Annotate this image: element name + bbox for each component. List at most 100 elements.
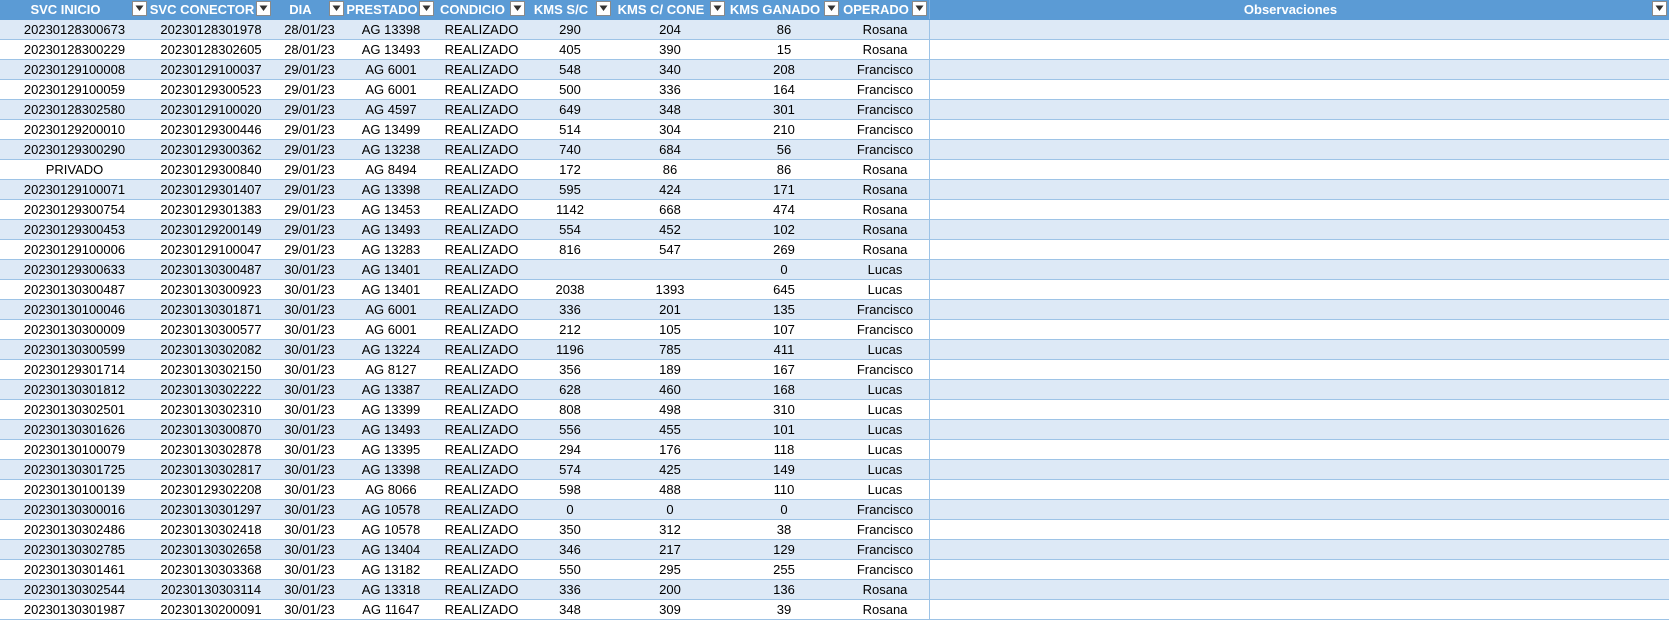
cell-kms-cc[interactable]: 547 (659, 242, 681, 257)
cell-operador[interactable]: Lucas (867, 282, 903, 297)
table-row[interactable]: 20230130300487 20230130300923 30/01/23 AG 1… (0, 280, 1669, 300)
filter-dropdown-icon[interactable] (256, 1, 271, 16)
cell-prestado[interactable]: AG 10578 (361, 522, 421, 537)
cell-dia[interactable]: 30/01/23 (284, 562, 335, 577)
cell-kms-cc[interactable]: 668 (659, 202, 681, 217)
cell-kms-ganado[interactable]: 149 (773, 462, 795, 477)
cell-svc-inicio[interactable]: 20230129100006 (23, 242, 126, 257)
cell-dia[interactable]: 29/01/23 (284, 122, 335, 137)
cell-condicion[interactable]: REALIZADO (444, 182, 519, 197)
cell-svc-inicio[interactable]: 20230128300229 (23, 42, 126, 57)
cell-svc-inicio[interactable]: 20230129100008 (23, 62, 126, 77)
cell-observaciones[interactable] (929, 100, 1669, 119)
cell-prestado[interactable]: AG 13182 (361, 562, 421, 577)
cell-observaciones[interactable] (929, 60, 1669, 79)
cell-svc-inicio[interactable]: 20230129300453 (23, 222, 126, 237)
cell-kms-cc[interactable]: 176 (659, 442, 681, 457)
cell-kms-cc[interactable]: 460 (659, 382, 681, 397)
column-header-condicion[interactable]: CONDICIO (436, 0, 527, 19)
cell-svc-conector[interactable]: 20230130302418 (160, 522, 262, 537)
cell-svc-conector[interactable]: 20230129302208 (160, 482, 262, 497)
cell-kms-sc[interactable]: 348 (559, 602, 581, 617)
cell-kms-sc[interactable]: 514 (559, 122, 581, 137)
cell-svc-inicio[interactable]: 20230130300016 (23, 502, 126, 517)
cell-svc-inicio[interactable]: 20230129100071 (23, 182, 126, 197)
cell-observaciones[interactable] (929, 200, 1669, 219)
cell-dia[interactable]: 29/01/23 (284, 82, 335, 97)
column-header-dia[interactable]: DIA (273, 0, 346, 19)
cell-svc-inicio[interactable]: 20230129300754 (23, 202, 126, 217)
cell-kms-sc[interactable]: 2038 (555, 282, 585, 297)
cell-condicion[interactable]: REALIZADO (444, 22, 519, 37)
cell-svc-conector[interactable]: 20230130300577 (160, 322, 262, 337)
cell-observaciones[interactable] (929, 580, 1669, 599)
cell-svc-conector[interactable]: 20230129100037 (160, 62, 262, 77)
cell-operador[interactable]: Francisco (856, 62, 914, 77)
cell-operador[interactable]: Lucas (867, 462, 903, 477)
cell-kms-cc[interactable]: 105 (659, 322, 681, 337)
cell-kms-ganado[interactable]: 0 (780, 262, 788, 277)
cell-observaciones[interactable] (929, 180, 1669, 199)
cell-operador[interactable]: Lucas (867, 382, 903, 397)
filter-dropdown-icon[interactable] (824, 1, 839, 16)
cell-kms-cc[interactable]: 498 (659, 402, 681, 417)
cell-observaciones[interactable] (929, 440, 1669, 459)
cell-svc-inicio[interactable]: 20230130302785 (23, 542, 126, 557)
cell-prestado[interactable]: AG 13398 (361, 22, 421, 37)
cell-kms-sc[interactable]: 816 (559, 242, 581, 257)
cell-condicion[interactable]: REALIZADO (444, 222, 519, 237)
cell-svc-conector[interactable]: 20230130300870 (160, 422, 262, 437)
table-row[interactable]: 20230130302486 20230130302418 30/01/23 AG 1… (0, 520, 1669, 540)
table-row[interactable]: 20230130300599 20230130302082 30/01/23 AG 1… (0, 340, 1669, 360)
table-row[interactable]: 20230130302501 20230130302310 30/01/23 AG 1… (0, 400, 1669, 420)
cell-prestado[interactable]: AG 8066 (365, 482, 417, 497)
cell-dia[interactable]: 30/01/23 (284, 262, 335, 277)
cell-kms-sc[interactable]: 574 (559, 462, 581, 477)
cell-dia[interactable]: 30/01/23 (284, 462, 335, 477)
cell-prestado[interactable]: AG 13493 (361, 42, 421, 57)
cell-operador[interactable]: Lucas (867, 442, 903, 457)
table-row[interactable]: 20230130301987 20230130200091 30/01/23 AG 1… (0, 600, 1669, 620)
cell-kms-sc[interactable]: 346 (559, 542, 581, 557)
cell-kms-sc[interactable]: 350 (559, 522, 581, 537)
cell-svc-conector[interactable]: 20230130200091 (160, 602, 262, 617)
cell-condicion[interactable]: REALIZADO (444, 502, 519, 517)
filter-dropdown-icon[interactable] (710, 1, 725, 16)
cell-kms-sc[interactable]: 595 (559, 182, 581, 197)
table-row[interactable]: 20230130302785 20230130302658 30/01/23 AG 1… (0, 540, 1669, 560)
cell-observaciones[interactable] (929, 500, 1669, 519)
cell-condicion[interactable]: REALIZADO (444, 342, 519, 357)
cell-svc-inicio[interactable]: 20230129300290 (23, 142, 126, 157)
cell-kms-cc[interactable]: 785 (659, 342, 681, 357)
cell-kms-sc[interactable]: 550 (559, 562, 581, 577)
cell-observaciones[interactable] (929, 140, 1669, 159)
cell-condicion[interactable]: REALIZADO (444, 462, 519, 477)
cell-kms-cc[interactable]: 336 (659, 82, 681, 97)
table-row[interactable]: 20230130100079 20230130302878 30/01/23 AG 1… (0, 440, 1669, 460)
cell-kms-cc[interactable]: 340 (659, 62, 681, 77)
cell-kms-sc[interactable]: 212 (559, 322, 581, 337)
cell-svc-inicio[interactable]: 20230130100079 (23, 442, 126, 457)
cell-observaciones[interactable] (929, 280, 1669, 299)
cell-kms-ganado[interactable]: 101 (773, 422, 795, 437)
cell-kms-sc[interactable]: 356 (559, 362, 581, 377)
cell-kms-cc[interactable]: 309 (659, 602, 681, 617)
cell-observaciones[interactable] (929, 360, 1669, 379)
cell-svc-inicio[interactable]: 20230129100059 (23, 82, 126, 97)
cell-operador[interactable]: Rosana (862, 182, 908, 197)
cell-kms-cc[interactable]: 455 (659, 422, 681, 437)
cell-operador[interactable]: Lucas (867, 342, 903, 357)
cell-kms-sc[interactable]: 649 (559, 102, 581, 117)
cell-condicion[interactable]: REALIZADO (444, 302, 519, 317)
cell-prestado[interactable]: AG 13387 (361, 382, 421, 397)
cell-operador[interactable]: Francisco (856, 122, 914, 137)
cell-dia[interactable]: 29/01/23 (284, 202, 335, 217)
cell-svc-inicio[interactable]: 20230129301714 (23, 362, 126, 377)
cell-condicion[interactable]: REALIZADO (444, 102, 519, 117)
table-row[interactable]: 20230129100071 20230129301407 29/01/23 AG 1… (0, 180, 1669, 200)
cell-prestado[interactable]: AG 4597 (365, 102, 417, 117)
cell-dia[interactable]: 30/01/23 (284, 422, 335, 437)
table-row[interactable]: 20230129300453 20230129200149 29/01/23 AG 1… (0, 220, 1669, 240)
cell-dia[interactable]: 30/01/23 (284, 442, 335, 457)
cell-dia[interactable]: 30/01/23 (284, 502, 335, 517)
